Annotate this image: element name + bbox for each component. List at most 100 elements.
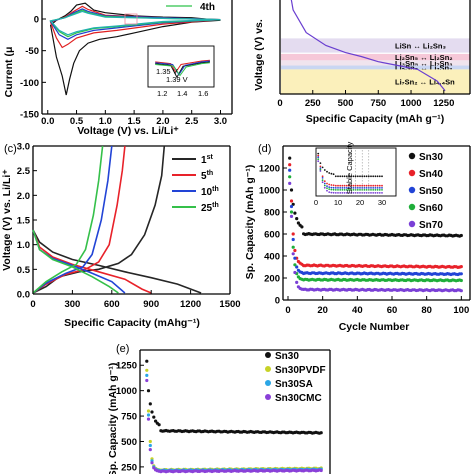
panel-e-point xyxy=(319,431,323,435)
panel-d-inset-point xyxy=(345,187,348,189)
panel-d-inset-point xyxy=(334,192,337,194)
panel-d-inset-tick-2: 10 xyxy=(334,198,342,207)
panel-d-inset-point xyxy=(332,188,335,191)
panel-c-legend-5th: 5th xyxy=(201,170,213,182)
panel-d-inset-point xyxy=(352,187,355,189)
panel-d-inset-point xyxy=(334,189,337,191)
panel-d-inset-point xyxy=(374,189,377,191)
panel-d-inset-point xyxy=(367,175,370,178)
panel-d-inset-point xyxy=(374,187,377,189)
panel-a-zoom-box xyxy=(124,13,138,25)
panel-a-inset: 1.35 V 1.39 V 1.2 1.4 1.6 xyxy=(147,45,215,98)
panel-a-x-tick-label: 1.5 xyxy=(128,116,142,127)
panel-d-inset-point xyxy=(372,189,375,191)
panel-d-inset-point xyxy=(356,175,359,178)
panel-d-inset-point xyxy=(376,189,379,191)
panel-d-inset-point xyxy=(326,189,328,192)
panel-b-x-tick-label: 0 xyxy=(277,98,282,109)
panel-d-series-Sn50 xyxy=(288,168,463,277)
panel-d-inset-point xyxy=(321,177,324,179)
panel-d-legend-marker-Sn30 xyxy=(408,152,416,160)
panel-d-point xyxy=(288,163,292,167)
panel-e-point xyxy=(148,402,152,406)
panel-d-inset-point xyxy=(367,184,370,187)
panel-e-point xyxy=(146,417,151,421)
panel-d-inset-point xyxy=(337,192,339,194)
panel-d-series-Sn40 xyxy=(288,163,463,269)
panel-d-inset-point xyxy=(381,192,383,194)
panel-d-inset-point xyxy=(339,175,342,178)
panel-b-band-2 xyxy=(281,53,470,61)
panel-d-inset-point xyxy=(352,189,355,191)
panel-d-x-tick-label: 60 xyxy=(387,305,398,316)
panel-a-x-tick-label: 0.0 xyxy=(41,116,54,127)
panel-d-x-tick-label: 0 xyxy=(285,305,290,316)
panel-b-band-5 xyxy=(281,69,470,94)
panel-d-inset-point xyxy=(319,165,322,168)
panel-a-inset-tick-1: 1.2 xyxy=(157,89,167,98)
panel-d-inset-point xyxy=(341,192,344,194)
panel-d-inset-frame xyxy=(315,147,397,197)
panel-e-legend-marker-Sn30 xyxy=(265,352,271,358)
panel-d-inset-point xyxy=(326,185,328,188)
panel-d-inset-point xyxy=(363,192,366,194)
panel-d-inset-point xyxy=(319,167,322,170)
panel-d-inset-point xyxy=(341,187,344,189)
panel-d-inset-tick-4: 30 xyxy=(378,198,386,207)
panel-d-inset-point xyxy=(321,175,324,178)
panel-d-point xyxy=(288,168,292,172)
panel-d-inset-point xyxy=(341,189,344,191)
panel-d-point xyxy=(289,199,294,203)
panel-d-inset-point xyxy=(337,187,339,189)
panel-d-point xyxy=(300,225,304,229)
panel-c-y-tick-label: 2.0 xyxy=(17,191,30,202)
panel-d-inset-point xyxy=(326,187,328,190)
panel-d-point xyxy=(293,256,297,260)
panel-d-inset-point xyxy=(374,184,377,187)
panel-d-inset-point xyxy=(319,170,322,172)
panel-d-inset-point xyxy=(326,182,328,185)
panel-d-inset-point xyxy=(376,175,379,178)
panel-d-point xyxy=(293,248,297,253)
panel-d-legend-Sn40: Sn40 xyxy=(419,169,443,180)
panel-a-inset-annotation-1: 1.35 V xyxy=(156,67,178,76)
panel-d-inset-point xyxy=(332,173,335,176)
panel-d-point xyxy=(293,270,297,275)
panel-d-legend-Sn70: Sn70 xyxy=(419,220,443,231)
panel-e-y-tick-label: 1250 xyxy=(116,361,137,372)
panel-a-x-label: Voltage (V) vs. Li/Li⁺ xyxy=(77,125,179,137)
panel-a-x-tick-label: 2.0 xyxy=(156,116,169,127)
panel-a-x-tick-label: 3.0 xyxy=(214,116,227,127)
panel-d-inset-point xyxy=(323,180,326,183)
panel-d-point xyxy=(459,278,463,283)
panel-d-inset-point xyxy=(370,192,372,194)
panel-d-inset-point xyxy=(328,188,331,191)
panel-a: 0.0 0.5 1.0 1.5 2.0 2.5 3.0 0 -50 -100 -150 Voltag… xyxy=(3,0,233,137)
panel-d-inset-point xyxy=(361,184,364,187)
panel-d-inset-point xyxy=(381,189,383,191)
panel-d-inset-point xyxy=(381,175,383,178)
panel-a-inset-curve-2 xyxy=(155,59,210,74)
panel-d-inset-point xyxy=(376,192,379,194)
panel-d-inset-point xyxy=(354,175,357,178)
panel-a-cv-curve-5 xyxy=(49,10,221,36)
panel-b-band-1 xyxy=(281,38,470,53)
panel-d-inset-point xyxy=(370,189,372,191)
panel-d-inset-point xyxy=(370,184,372,187)
panel-e-legend-Sn30PVDF: Sn30PVDF xyxy=(275,365,326,376)
panel-d-inset-point xyxy=(319,162,322,165)
panel-c-x-label: Specific Capacity (mAhg⁻¹) xyxy=(64,317,200,329)
panel-c-discharge-1st xyxy=(32,229,202,294)
panel-d-inset-point xyxy=(372,192,375,194)
panel-d-inset-point xyxy=(350,187,353,189)
panel-e-point xyxy=(148,439,152,444)
panel-d-inset-point xyxy=(334,184,337,187)
panel-d-point xyxy=(293,211,297,215)
panel-e-point xyxy=(152,415,156,419)
panel-d-inset-point xyxy=(339,184,342,187)
panel-d-point xyxy=(289,188,294,192)
panel-d-inset-point xyxy=(356,189,359,191)
panel-d-inset-tick-3: 20 xyxy=(356,198,364,207)
panel-a-y-label: Current (μ xyxy=(3,47,15,98)
panel-e-point xyxy=(146,409,151,413)
